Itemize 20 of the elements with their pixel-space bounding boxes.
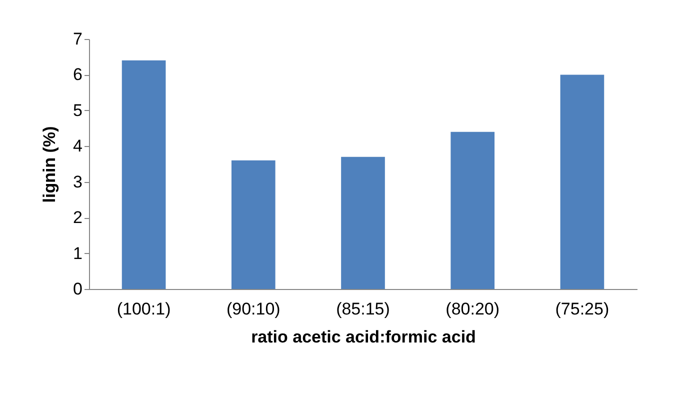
bar (122, 60, 166, 289)
x-tick-label: (90:10) (226, 300, 280, 318)
y-tick-label: 4 (73, 136, 82, 156)
y-tick-label: 6 (73, 65, 82, 84)
bar (231, 160, 276, 289)
bar (560, 74, 604, 289)
bar (450, 132, 495, 289)
x-tick-label: (100:1) (116, 300, 171, 318)
y-tick-label: 2 (73, 208, 82, 228)
x-axis-title: ratio acetic acid:formic acid (251, 328, 476, 346)
y-tick-label: 5 (73, 100, 82, 120)
y-tick-label: 3 (73, 172, 82, 192)
bar (341, 156, 385, 289)
y-tick-label: 0 (73, 280, 82, 298)
x-tick-label: (75:25) (555, 300, 610, 318)
y-axis-title: lignin (%) (40, 126, 60, 203)
y-tick-label: 7 (73, 30, 82, 48)
x-tick-label: (85:15) (336, 300, 390, 318)
x-tick-label: (80:20) (446, 300, 500, 318)
y-tick-label: 1 (73, 244, 82, 263)
